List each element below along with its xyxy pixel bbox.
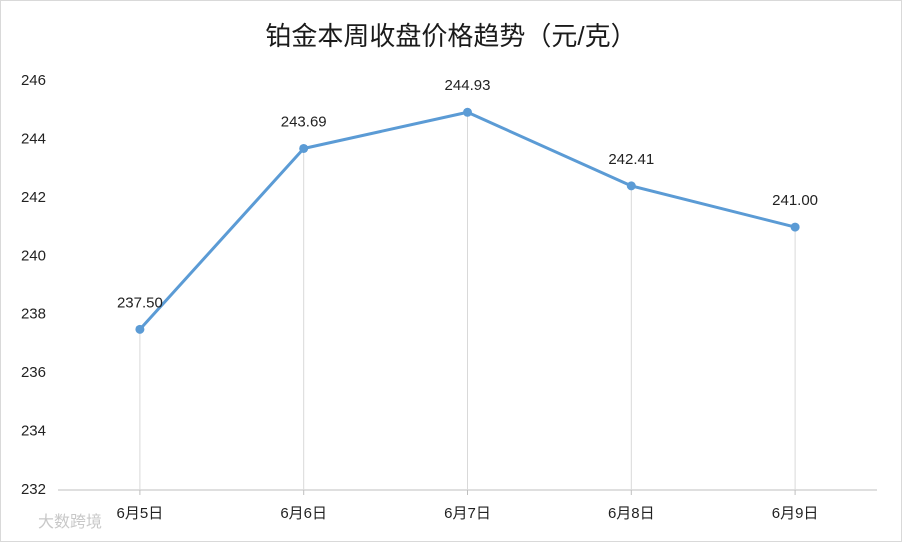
y-tick-label: 244 (21, 130, 46, 147)
x-tick-label: 6月8日 (608, 505, 655, 522)
y-tick-label: 246 (21, 72, 46, 89)
data-point (463, 107, 472, 117)
x-tick-label: 6月9日 (772, 505, 819, 522)
data-point (790, 222, 800, 232)
data-point (626, 181, 636, 191)
x-tick-label: 6月5日 (117, 505, 164, 522)
y-tick-label: 236 (21, 364, 46, 381)
data-point (299, 143, 309, 153)
y-tick-label: 240 (21, 247, 46, 264)
y-tick-label: 232 (21, 481, 46, 498)
data-label: 243.69 (281, 113, 327, 130)
data-point (135, 324, 145, 334)
chart-title: 铂金本周收盘价格趋势（元/克） (265, 21, 636, 51)
data-label: 242.41 (608, 151, 654, 168)
x-tick-label: 6月7日 (444, 505, 491, 522)
y-tick-label: 238 (21, 306, 46, 323)
x-tick-label: 6月6日 (280, 505, 327, 522)
data-label: 237.50 (117, 294, 163, 311)
watermark: 大数跨境 (38, 512, 102, 531)
y-tick-label: 242 (21, 189, 46, 206)
y-tick-label: 234 (21, 423, 46, 440)
data-label: 244.93 (445, 77, 491, 94)
data-label: 241.00 (772, 192, 818, 209)
